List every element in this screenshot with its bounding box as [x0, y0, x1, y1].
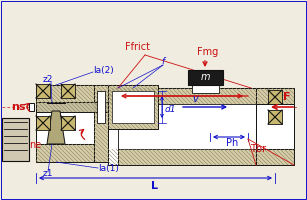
Text: z2: z2 [43, 75, 53, 84]
Text: v: v [192, 94, 198, 104]
Text: Ia(2): Ia(2) [93, 66, 114, 74]
Text: m: m [200, 72, 210, 82]
Polygon shape [36, 116, 50, 130]
Polygon shape [97, 91, 105, 123]
Text: f: f [161, 58, 165, 66]
Polygon shape [36, 144, 94, 162]
Polygon shape [118, 104, 256, 149]
Text: ne: ne [29, 140, 41, 150]
Polygon shape [108, 88, 256, 104]
Polygon shape [47, 111, 65, 144]
Text: Tbr: Tbr [250, 144, 266, 154]
Polygon shape [268, 90, 282, 104]
Polygon shape [268, 110, 282, 124]
Polygon shape [36, 103, 94, 144]
Polygon shape [112, 91, 154, 123]
Polygon shape [29, 103, 34, 111]
Polygon shape [108, 85, 158, 129]
Polygon shape [192, 85, 219, 93]
Text: z1: z1 [43, 170, 53, 178]
Polygon shape [108, 88, 118, 165]
Polygon shape [108, 149, 256, 165]
Polygon shape [61, 84, 75, 98]
Text: Ffrict: Ffrict [126, 42, 150, 52]
Polygon shape [2, 118, 29, 161]
Polygon shape [256, 88, 294, 104]
Polygon shape [36, 85, 94, 103]
Text: F: F [283, 92, 291, 102]
Text: Ph: Ph [226, 138, 238, 148]
Polygon shape [36, 102, 275, 112]
Polygon shape [256, 104, 294, 149]
Text: L: L [151, 181, 158, 191]
Polygon shape [188, 70, 223, 85]
Text: ns: ns [11, 102, 25, 112]
Text: d1: d1 [165, 106, 177, 114]
Polygon shape [61, 116, 75, 130]
Text: Fmg: Fmg [197, 47, 219, 57]
Polygon shape [94, 85, 108, 162]
Text: Ia(1): Ia(1) [98, 164, 119, 172]
Polygon shape [256, 149, 294, 165]
Polygon shape [36, 84, 50, 98]
